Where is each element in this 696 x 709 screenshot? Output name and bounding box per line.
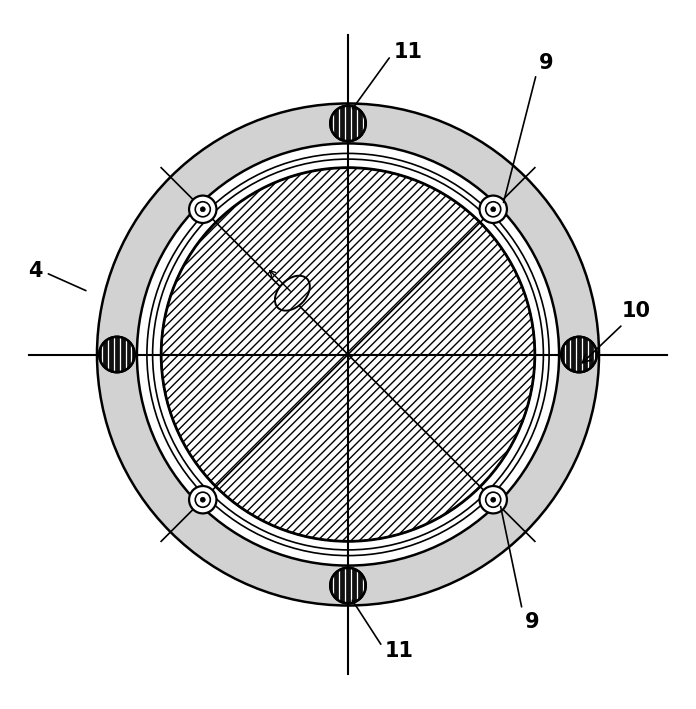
Circle shape [196,492,210,507]
Circle shape [100,337,134,372]
Circle shape [331,106,365,141]
Circle shape [200,207,205,212]
Circle shape [161,167,535,542]
Circle shape [189,196,216,223]
Polygon shape [97,104,599,605]
Circle shape [196,202,210,217]
Text: 4: 4 [29,262,86,291]
Circle shape [480,486,507,513]
Circle shape [491,497,496,502]
Text: 9: 9 [503,53,554,203]
Polygon shape [152,159,544,550]
Text: 11: 11 [352,42,422,108]
Circle shape [486,202,500,217]
Ellipse shape [275,276,310,311]
Circle shape [331,568,365,603]
Text: 11: 11 [352,601,414,661]
Circle shape [200,497,205,502]
Polygon shape [137,143,559,566]
Circle shape [486,492,500,507]
Circle shape [562,337,596,372]
Circle shape [491,207,496,212]
Circle shape [480,196,507,223]
Text: 9: 9 [500,506,539,632]
Text: 10: 10 [583,301,651,363]
Circle shape [189,486,216,513]
